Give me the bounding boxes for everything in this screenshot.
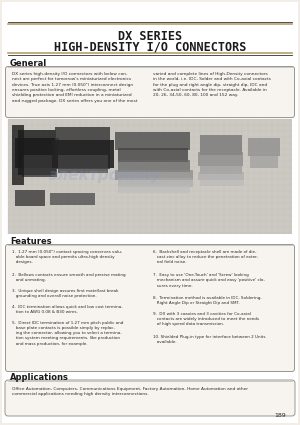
FancyBboxPatch shape — [5, 244, 295, 371]
Text: varied and complete lines of High-Density connectors
in the world, i.e. IDC, Sol: varied and complete lines of High-Densit… — [153, 72, 271, 97]
Text: 5.  Direct IDC termination of 1.27 mm pitch public and
   base plate contacts is: 5. Direct IDC termination of 1.27 mm pit… — [12, 321, 123, 346]
Bar — [200, 164, 242, 174]
Text: HIGH-DENSITY I/O CONNECTORS: HIGH-DENSITY I/O CONNECTORS — [54, 40, 246, 53]
Bar — [58, 155, 108, 173]
Bar — [15, 138, 59, 168]
FancyBboxPatch shape — [5, 380, 295, 416]
Bar — [22, 155, 57, 177]
Text: электронику: электронику — [49, 167, 161, 182]
Text: 7.  Easy to use 'One-Touch' and 'Screw' looking
   mechanism and assure quick an: 7. Easy to use 'One-Touch' and 'Screw' l… — [153, 273, 265, 287]
Text: Office Automation, Computers, Communications Equipment, Factory Automation, Home: Office Automation, Computers, Communicat… — [12, 387, 248, 397]
Bar — [50, 193, 95, 205]
Bar — [118, 178, 193, 187]
Bar — [52, 140, 114, 168]
Text: 10. Shielded Plug-in type for interface between 2 Units
   available.: 10. Shielded Plug-in type for interface … — [153, 335, 266, 344]
Text: 3.  Unique shell design assures first mate/last break
   grounding and overall n: 3. Unique shell design assures first mat… — [12, 289, 119, 298]
Bar — [118, 185, 190, 193]
Bar — [198, 152, 243, 166]
Bar — [55, 127, 110, 169]
Bar — [118, 160, 190, 172]
FancyBboxPatch shape — [2, 2, 298, 423]
Text: DX series high-density I/O connectors with below con-
nect are perfect for tomor: DX series high-density I/O connectors wi… — [12, 72, 137, 103]
Text: DX SERIES: DX SERIES — [118, 30, 182, 43]
Bar — [18, 130, 56, 175]
Text: 9.  DX with 3 coaxies and 3 cavities for Co-axial
   contacts are widely introdu: 9. DX with 3 coaxies and 3 cavities for … — [153, 312, 259, 326]
Bar — [12, 125, 24, 185]
Text: Applications: Applications — [10, 373, 69, 382]
Bar — [200, 135, 242, 155]
Bar — [115, 170, 193, 180]
Bar — [15, 190, 45, 206]
Bar — [115, 132, 190, 150]
Text: 1.  1.27 mm (0.050") contact spacing conserves valu-
   able board space and per: 1. 1.27 mm (0.050") contact spacing cons… — [12, 250, 122, 264]
FancyBboxPatch shape — [8, 119, 292, 234]
Text: 8.  Termination method is available in IDC, Soldering,
   Right Angle Dip or Str: 8. Termination method is available in ID… — [153, 296, 262, 306]
Bar — [200, 179, 244, 186]
Text: 189: 189 — [274, 413, 286, 418]
FancyBboxPatch shape — [5, 66, 295, 117]
Bar — [198, 172, 244, 180]
Text: 4.  IDC termination allows quick and low cost termina-
   tion to AWG 0.08 & B30: 4. IDC termination allows quick and low … — [12, 305, 123, 314]
Bar — [118, 148, 188, 162]
Bar — [250, 154, 278, 168]
Text: General: General — [10, 59, 47, 68]
Text: 6.  Backshell and receptacle shell are made of die-
   cast zinc alloy to reduce: 6. Backshell and receptacle shell are ma… — [153, 250, 258, 264]
Bar — [248, 138, 280, 156]
Text: 2.  Bellows contacts ensure smooth and precise mating
   and unmating.: 2. Bellows contacts ensure smooth and pr… — [12, 273, 126, 282]
Text: Features: Features — [10, 237, 52, 246]
